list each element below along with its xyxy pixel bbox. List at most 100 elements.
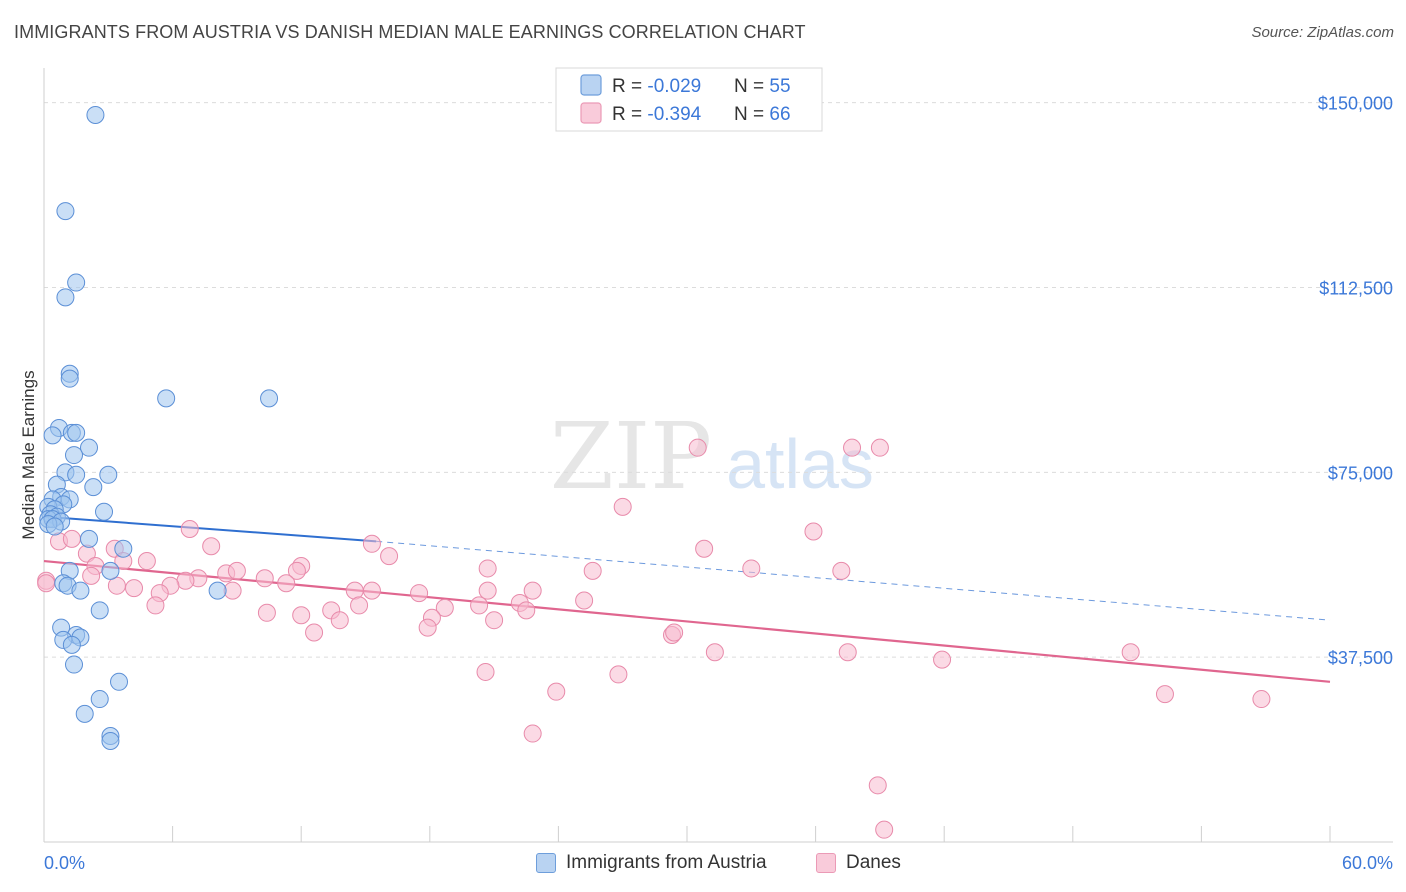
stats-swatch-danes [580, 102, 602, 124]
austria-point[interactable] [157, 389, 176, 408]
danes-point[interactable] [478, 559, 497, 578]
austria-point[interactable] [101, 561, 120, 580]
austria-point[interactable] [208, 581, 227, 600]
danes-point[interactable] [705, 643, 724, 662]
austria-point[interactable] [86, 105, 105, 124]
bottom-legend: Immigrants from Austria Danes [0, 852, 1406, 878]
danes-point[interactable] [1252, 690, 1271, 709]
danes-point[interactable] [305, 623, 324, 642]
austria-point[interactable] [90, 601, 109, 620]
danes-point[interactable] [435, 598, 454, 617]
danes-point[interactable] [804, 522, 823, 541]
danes-point[interactable] [362, 581, 381, 600]
austria-point[interactable] [114, 539, 133, 558]
danes-point[interactable] [470, 596, 489, 615]
danes-point[interactable] [478, 581, 497, 600]
danes-point[interactable] [843, 438, 862, 457]
danes-point[interactable] [137, 552, 156, 571]
danes-point[interactable] [418, 618, 437, 637]
austria-point[interactable] [90, 690, 109, 709]
danes-point[interactable] [82, 566, 101, 585]
austria-point[interactable] [45, 517, 64, 536]
austria-points[interactable] [39, 105, 279, 750]
danes-point[interactable] [476, 662, 495, 681]
svg-text:R = -0.394: R = -0.394 [612, 104, 702, 125]
danes-point[interactable] [37, 574, 56, 593]
stats-r-label-danes: R = [612, 104, 647, 125]
danes-point[interactable] [1121, 643, 1140, 662]
danes-point[interactable] [255, 569, 274, 588]
danes-point[interactable] [202, 537, 221, 556]
austria-point[interactable] [80, 438, 99, 457]
austria-point[interactable] [56, 288, 75, 307]
austria-point[interactable] [71, 581, 90, 600]
legend-item-danes[interactable]: Danes [816, 852, 901, 874]
danes-point[interactable] [688, 438, 707, 457]
austria-point[interactable] [99, 465, 118, 484]
danes-point[interactable] [380, 547, 399, 566]
legend-label-austria: Immigrants from Austria [566, 852, 767, 873]
danes-point[interactable] [583, 561, 602, 580]
austria-point[interactable] [101, 731, 120, 750]
danes-point[interactable] [838, 643, 857, 662]
danes-point[interactable] [485, 611, 504, 630]
austria-trend-line [43, 515, 377, 543]
danes-point[interactable] [125, 579, 144, 598]
danes-point[interactable] [695, 539, 714, 558]
danes-point[interactable] [180, 520, 199, 539]
austria-point[interactable] [110, 672, 129, 691]
austria-point[interactable] [62, 635, 81, 654]
axes [43, 68, 1393, 843]
legend-item-austria[interactable]: Immigrants from Austria [536, 852, 767, 874]
danes-point[interactable] [517, 601, 536, 620]
danes-point[interactable] [547, 682, 566, 701]
danes-point[interactable] [350, 596, 369, 615]
danes-point[interactable] [832, 561, 851, 580]
danes-point[interactable] [523, 724, 542, 743]
danes-point[interactable] [742, 559, 761, 578]
danes-point[interactable] [146, 596, 165, 615]
danes-point[interactable] [1155, 685, 1174, 704]
y-tick-label: $75,000 [1328, 463, 1393, 483]
danes-point[interactable] [176, 571, 195, 590]
austria-point[interactable] [56, 202, 75, 221]
danes-point[interactable] [933, 650, 952, 669]
danes-point[interactable] [575, 591, 594, 610]
austria-point[interactable] [75, 704, 94, 723]
austria-point[interactable] [65, 655, 84, 674]
stats-r-value-austria: -0.029 [647, 76, 701, 97]
danes-point[interactable] [62, 529, 81, 548]
danes-point[interactable] [665, 623, 684, 642]
austria-point[interactable] [67, 465, 86, 484]
gridlines [44, 102, 1393, 658]
austria-point[interactable] [84, 478, 103, 497]
austria-point[interactable] [67, 273, 86, 292]
danes-point[interactable] [227, 561, 246, 580]
austria-point[interactable] [95, 502, 114, 521]
danes-point[interactable] [257, 603, 276, 622]
austria-point[interactable] [67, 423, 86, 442]
danes-point[interactable] [287, 561, 306, 580]
danes-point[interactable] [875, 820, 894, 839]
danes-point[interactable] [223, 581, 242, 600]
austria-point[interactable] [43, 426, 62, 445]
danes-point[interactable] [292, 606, 311, 625]
y-tick-labels: $37,500 $75,000 $112,500 $150,000 [1318, 94, 1393, 669]
danes-point[interactable] [277, 574, 296, 593]
austria-point[interactable] [65, 446, 84, 465]
chart-source: Source: ZipAtlas.com [1251, 24, 1394, 41]
austria-point[interactable] [60, 369, 79, 388]
danes-point[interactable] [523, 581, 542, 600]
danes-points[interactable] [37, 438, 1271, 839]
danes-point[interactable] [330, 611, 349, 630]
danes-point[interactable] [609, 665, 628, 684]
austria-point[interactable] [260, 389, 279, 408]
danes-point[interactable] [410, 584, 429, 603]
watermark-zip: ZIP [550, 403, 712, 510]
danes-point[interactable] [613, 497, 632, 516]
austria-point[interactable] [80, 529, 99, 548]
danes-point[interactable] [868, 776, 887, 795]
svg-text:N = 66: N = 66 [734, 104, 791, 125]
danes-point[interactable] [870, 438, 889, 457]
danes-point[interactable] [362, 534, 381, 553]
